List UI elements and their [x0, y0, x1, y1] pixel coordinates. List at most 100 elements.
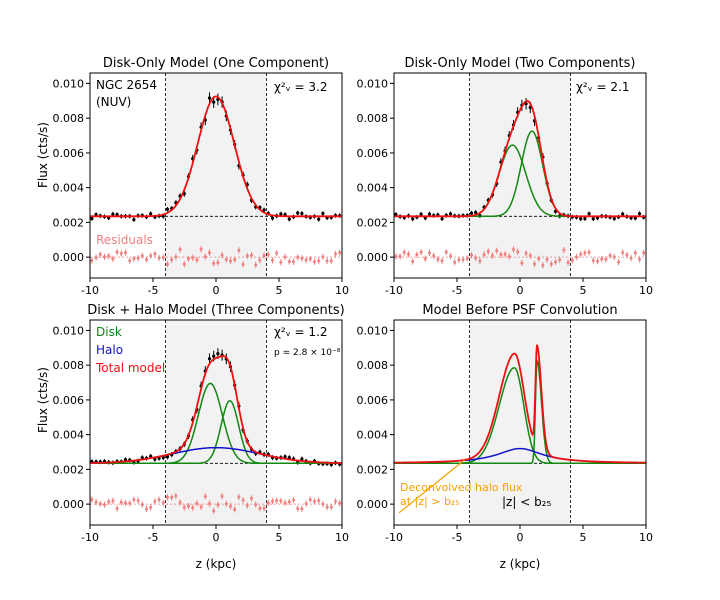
residual-point	[262, 254, 266, 258]
x-tick-label: 0	[517, 531, 524, 544]
residual-point	[642, 251, 646, 255]
residual-point	[503, 252, 507, 256]
residual-point	[329, 505, 333, 509]
residual-point	[207, 251, 211, 255]
plot-area	[90, 73, 342, 278]
total-model-curve	[90, 95, 342, 218]
residual-point	[436, 257, 440, 261]
y-tick-label: 0.002	[53, 216, 85, 229]
residual-point	[270, 258, 274, 262]
x-tick-label: -5	[148, 531, 159, 544]
residual-point	[402, 250, 406, 254]
residual-point	[308, 498, 312, 502]
residual-point	[608, 253, 612, 257]
residual-point	[304, 502, 308, 506]
residual-point	[465, 256, 469, 260]
residual-point	[140, 503, 144, 507]
residual-point	[325, 505, 329, 509]
residual-point	[107, 254, 111, 258]
residual-point	[524, 251, 528, 255]
data-point	[216, 351, 220, 356]
panel-two-components: Disk-Only Model (Two Components) χ²ᵥ = 2…	[357, 56, 654, 297]
y-tick-label: 0.006	[53, 394, 85, 407]
residual-point	[457, 258, 461, 262]
residual-point	[115, 506, 119, 510]
residual-point	[562, 248, 566, 252]
residual-point	[308, 257, 312, 261]
residual-point	[212, 509, 216, 513]
residual-point	[604, 257, 608, 261]
residual-point	[583, 251, 587, 255]
residual-point	[270, 499, 274, 503]
residual-point	[119, 500, 123, 504]
residual-point	[453, 260, 457, 264]
data-point	[90, 216, 94, 221]
residual-point	[486, 249, 490, 253]
residual-point	[317, 499, 321, 503]
residual-point	[203, 255, 207, 259]
total-model-curve	[90, 355, 342, 464]
data-point	[300, 457, 304, 461]
x-tick-label: 10	[639, 284, 653, 297]
residual-point	[587, 250, 591, 254]
residual-point	[195, 501, 199, 505]
residual-point	[637, 257, 641, 261]
data-point	[427, 212, 432, 216]
y-tick-label: 0.008	[53, 359, 85, 372]
data-point	[300, 211, 304, 216]
chi2-label: χ²ᵥ = 1.2	[274, 325, 328, 339]
residual-point	[178, 248, 182, 252]
residual-point	[444, 250, 448, 254]
residual-point	[532, 262, 536, 266]
y-tick-label: 0.002	[357, 463, 389, 476]
residual-point	[165, 262, 169, 266]
data-point	[448, 212, 453, 216]
residual-point	[224, 258, 228, 262]
residual-point	[153, 252, 157, 256]
y-tick-label: 0.008	[53, 112, 85, 125]
data-point	[469, 211, 474, 215]
residual-point	[566, 261, 570, 265]
residual-point	[178, 500, 182, 504]
residual-point	[291, 498, 295, 502]
data-point	[270, 216, 275, 220]
residual-point	[216, 503, 220, 507]
data-point	[161, 456, 165, 460]
residual-point	[191, 506, 195, 510]
residual-point	[415, 253, 419, 257]
residual-point	[98, 253, 102, 257]
data-point	[621, 212, 625, 216]
residual-point	[333, 252, 337, 256]
residual-point	[427, 251, 431, 255]
y-tick-label: 0.004	[53, 182, 85, 195]
residual-point	[220, 253, 224, 257]
residual-point	[287, 500, 291, 504]
residual-point	[102, 255, 106, 259]
halo-note-line1: Deconvolved halo flux	[400, 481, 523, 494]
residual-point	[94, 500, 98, 504]
residual-point	[511, 247, 515, 251]
residual-point	[170, 495, 174, 499]
x-tick-label: 10	[335, 531, 349, 544]
residual-point	[144, 507, 148, 511]
data-point	[423, 216, 427, 220]
residual-points	[90, 492, 342, 515]
disk-component-curve	[90, 400, 342, 465]
residual-point	[541, 263, 545, 267]
residual-point	[102, 503, 106, 507]
panel-title: Model Before PSF Convolution	[422, 303, 617, 318]
residual-point	[207, 502, 211, 506]
inside-region-label: |z| < b₂₅	[502, 495, 551, 509]
residual-point	[406, 252, 410, 256]
residual-point	[287, 260, 291, 264]
data-point	[579, 217, 583, 221]
inner-region-shade	[469, 320, 571, 525]
data-point	[394, 212, 398, 217]
residual-point	[499, 253, 503, 257]
data-point	[296, 211, 300, 215]
residual-point	[170, 258, 174, 262]
residual-point	[149, 505, 153, 509]
legend-disk: Disk	[96, 325, 122, 339]
x-tick-label: 5	[580, 284, 587, 297]
residual-point	[182, 505, 186, 509]
